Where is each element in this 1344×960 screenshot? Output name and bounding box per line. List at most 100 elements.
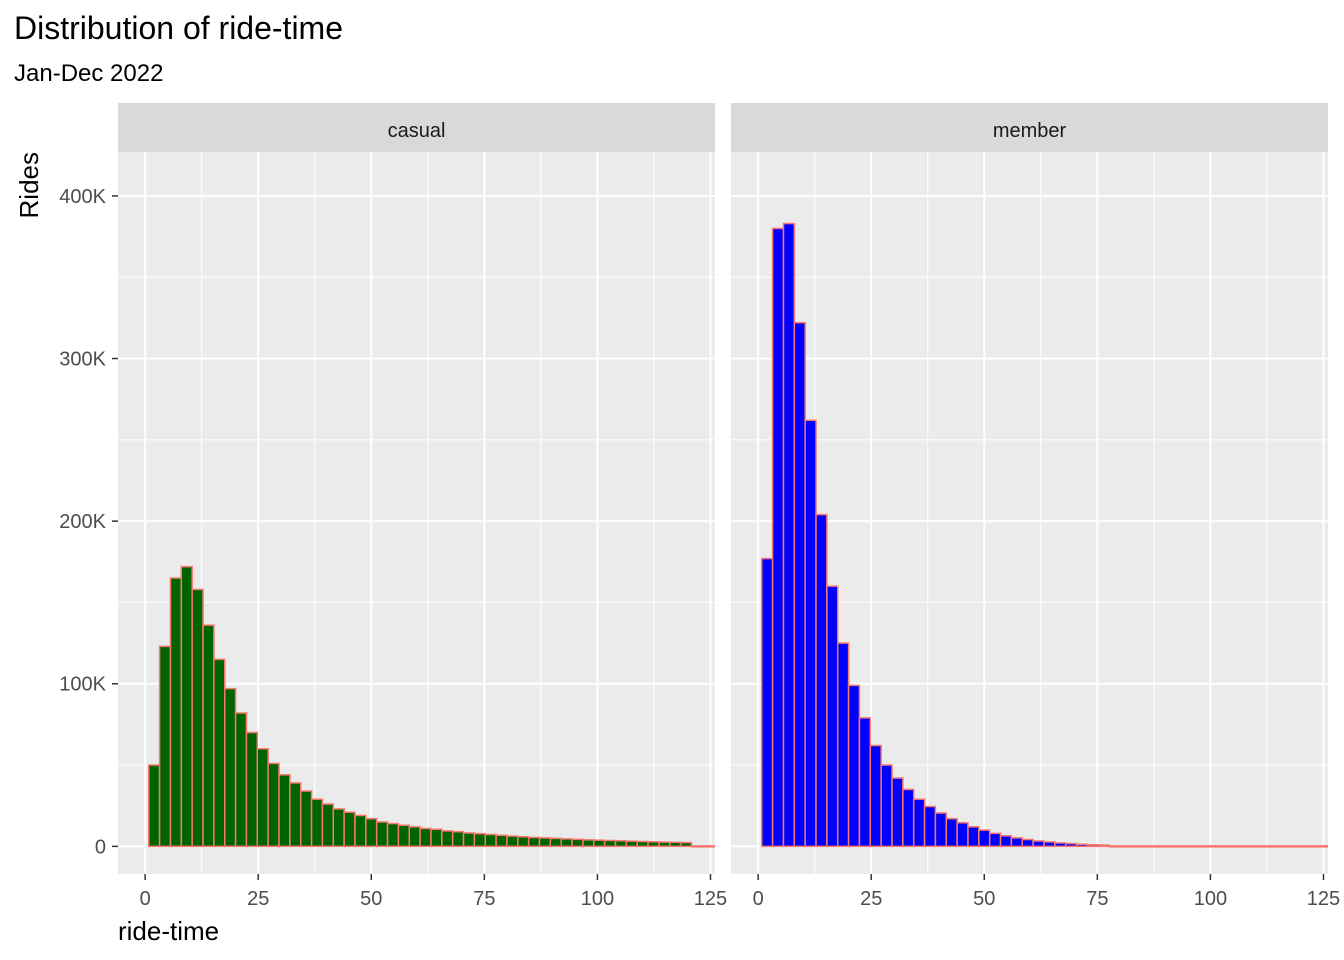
- histogram-bar: [912, 798, 926, 848]
- chart-subtitle: Jan-Dec 2022: [14, 60, 164, 87]
- histogram-bar: [506, 835, 519, 848]
- x-tick-label: 50: [973, 888, 995, 910]
- histogram-bar: [658, 841, 671, 848]
- histogram-bar: [793, 321, 806, 848]
- histogram-bar: [571, 838, 584, 848]
- histogram-bar: [321, 803, 335, 848]
- x-tick-label: 125: [694, 888, 727, 910]
- histogram-bar: [332, 808, 345, 848]
- histogram-bar: [267, 762, 280, 848]
- histogram-bar: [234, 712, 248, 848]
- x-tick-label: 25: [860, 888, 882, 910]
- histogram-bar: [603, 839, 617, 848]
- histogram-bar: [978, 829, 991, 848]
- histogram-bar: [1021, 838, 1034, 848]
- histogram-bar: [636, 840, 649, 848]
- histogram-bar: [549, 837, 562, 848]
- histogram-bar: [169, 577, 183, 848]
- y-tick-label: 200K: [59, 511, 106, 533]
- histogram-bar: [1010, 837, 1024, 848]
- histogram-bar: [647, 841, 660, 848]
- histogram-bar: [956, 822, 969, 848]
- facet-label-casual: casual: [388, 120, 446, 142]
- histogram-bar: [988, 832, 1002, 848]
- histogram-bar: [1097, 844, 1110, 848]
- histogram-bar: [1075, 843, 1089, 848]
- histogram-bar: [495, 834, 508, 848]
- histogram-bar: [804, 419, 817, 848]
- histogram-bar: [869, 744, 882, 848]
- histogram-bar: [256, 748, 269, 848]
- histogram-bar: [1086, 843, 1099, 848]
- histogram-bar: [771, 227, 785, 848]
- histogram-bar: [560, 838, 573, 848]
- facet-label-member: member: [993, 120, 1067, 142]
- histogram-bar: [815, 513, 828, 848]
- histogram-bar: [375, 821, 389, 848]
- x-tick-label: 25: [247, 888, 269, 910]
- histogram-bar: [923, 805, 937, 848]
- histogram-bar: [679, 841, 693, 848]
- histogram-bar: [202, 624, 215, 848]
- histogram-bar: [191, 588, 204, 848]
- y-tick-label: 100K: [59, 674, 106, 696]
- histogram-bar: [614, 840, 628, 848]
- histogram-bar: [669, 841, 682, 848]
- histogram-bar: [278, 774, 291, 848]
- x-tick-label: 125: [1307, 888, 1340, 910]
- histogram-bar: [999, 835, 1013, 848]
- histogram-bar: [310, 798, 324, 848]
- y-tick-label: 400K: [59, 186, 106, 208]
- histogram-bar: [891, 777, 904, 848]
- histogram-bar: [1032, 840, 1045, 848]
- histogram-bar: [582, 839, 595, 848]
- y-tick-label: 300K: [59, 349, 106, 371]
- x-tick-label: 0: [140, 888, 151, 910]
- histogram-bar: [1043, 841, 1056, 848]
- facet-strip-casual: [118, 103, 715, 152]
- histogram-bar: [213, 658, 226, 848]
- chart-title: Distribution of ride-time: [14, 10, 343, 46]
- x-tick-label: 100: [1194, 888, 1227, 910]
- histogram-bar: [365, 817, 378, 848]
- histogram-bar: [354, 814, 367, 848]
- histogram-bar: [934, 812, 948, 848]
- histogram-bar: [180, 565, 193, 848]
- facet-strip-member: [731, 103, 1328, 152]
- histogram-bar: [1054, 842, 1067, 848]
- histogram-bar: [462, 832, 476, 848]
- histogram-bar: [289, 782, 302, 848]
- x-axis-title: ride-time: [118, 916, 219, 946]
- histogram-bar: [538, 837, 552, 848]
- y-tick-label: 0: [95, 836, 106, 858]
- histogram-bar: [158, 645, 172, 848]
- histogram-bar: [967, 826, 980, 848]
- x-tick-label: 100: [581, 888, 614, 910]
- histogram-bar: [451, 830, 465, 848]
- y-axis-title: Rides: [14, 152, 44, 218]
- histogram-bar: [1064, 842, 1078, 848]
- histogram-bar: [517, 836, 530, 848]
- histogram-bar: [473, 832, 486, 848]
- histogram-bar: [245, 731, 259, 848]
- histogram-bar: [397, 824, 411, 848]
- histogram-bar: [408, 826, 421, 848]
- histogram-bar: [782, 222, 796, 848]
- histogram-bar: [223, 687, 237, 848]
- histogram-bar: [148, 764, 161, 848]
- histogram-bar: [880, 764, 893, 848]
- histogram-bar: [386, 822, 400, 848]
- x-tick-label: 75: [473, 888, 495, 910]
- histogram-bar: [441, 830, 454, 848]
- histogram-bar: [826, 585, 839, 848]
- x-tick-label: 50: [360, 888, 382, 910]
- histogram-bar: [527, 836, 541, 848]
- histogram-bar: [299, 790, 313, 848]
- histogram-bar: [484, 833, 497, 848]
- histogram-bar: [847, 684, 861, 848]
- histogram-bar: [593, 839, 606, 848]
- histogram-bar: [836, 642, 850, 848]
- x-tick-label: 0: [753, 888, 764, 910]
- histogram-bar: [343, 811, 356, 848]
